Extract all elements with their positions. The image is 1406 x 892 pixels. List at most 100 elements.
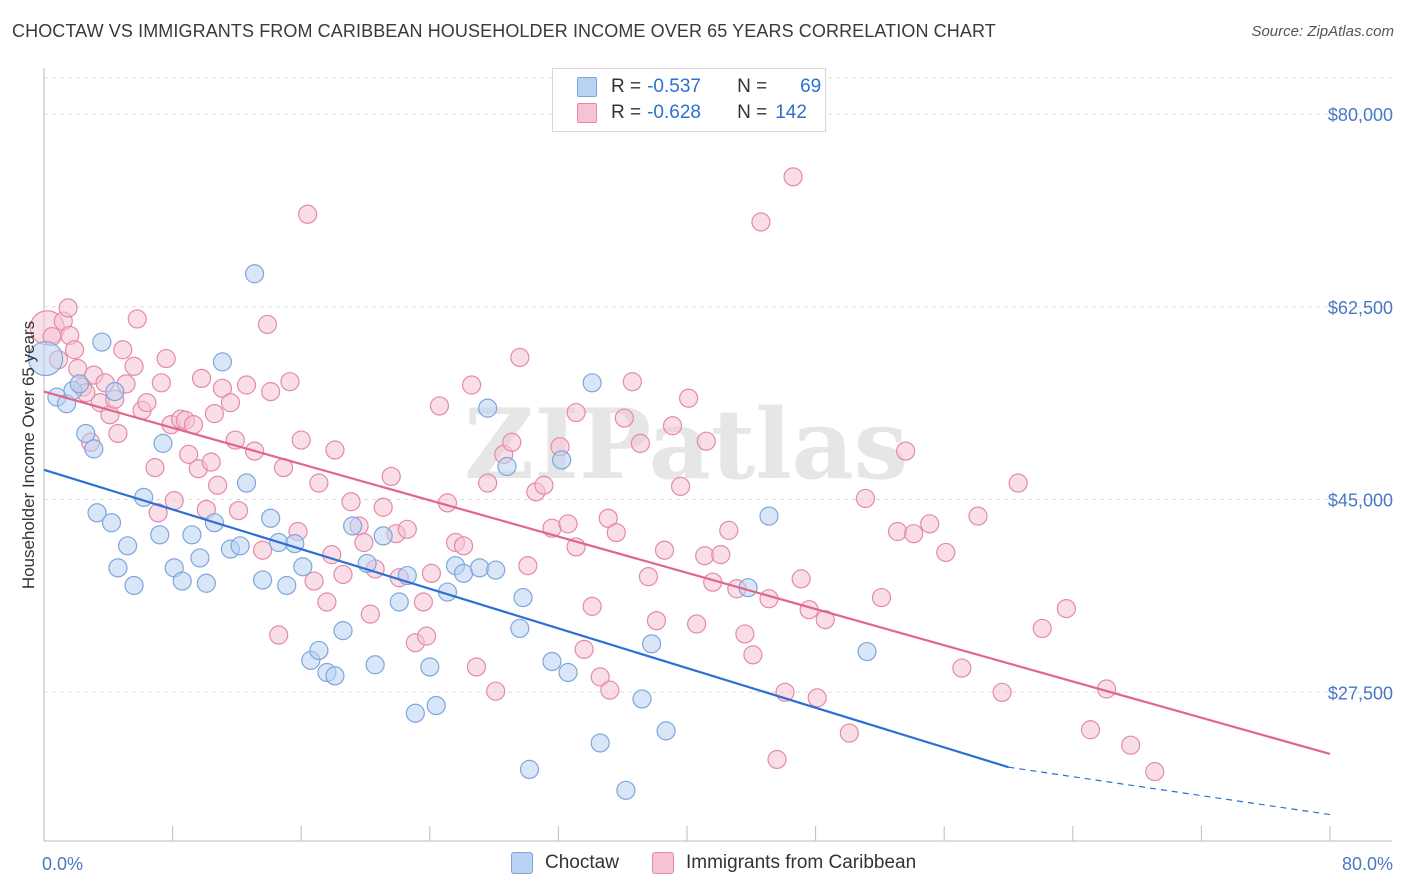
- caribbean-point: [478, 473, 498, 493]
- caribbean-point: [137, 393, 157, 413]
- caribbean-point: [598, 508, 618, 528]
- caribbean-point: [179, 444, 199, 464]
- caribbean-point: [566, 402, 586, 423]
- caribbean-point: [1145, 762, 1165, 782]
- legend-row-caribbean: R = -0.628 N = 142: [577, 101, 815, 125]
- choctaw-point: [510, 618, 530, 639]
- caribbean-point: [896, 441, 916, 461]
- caribbean-point: [638, 567, 659, 587]
- choctaw-point: [172, 571, 192, 591]
- series-legend: Choctaw Immigrants from Caribbean: [0, 852, 1406, 878]
- caribbean-point: [735, 624, 755, 644]
- caribbean-point: [291, 430, 311, 450]
- caribbean-point: [574, 639, 594, 659]
- caribbean-trend-line: [43, 390, 1331, 756]
- choctaw-point: [117, 536, 138, 556]
- caribbean-point: [687, 614, 707, 634]
- caribbean-point: [558, 514, 578, 534]
- choctaw-point: [244, 264, 265, 284]
- caribbean-point: [201, 452, 221, 472]
- caribbean-point: [261, 382, 281, 402]
- tick-labels: $27,500 $45,000 $62,500 $80,000 0.0% 80.0%: [42, 105, 1393, 874]
- caribbean-point: [534, 475, 554, 495]
- caribbean-point: [904, 524, 924, 544]
- x-tick-label: 80.0%: [1342, 854, 1393, 874]
- caribbean-point: [936, 542, 956, 563]
- choctaw-point: [76, 423, 96, 444]
- y-axis-label: Householder Income Over 65 years: [19, 321, 38, 589]
- choctaw-point: [343, 516, 363, 536]
- caribbean-point: [791, 569, 811, 589]
- n-value: 69: [800, 76, 822, 97]
- caribbean-point: [309, 473, 329, 493]
- legend-swatch-blue: [511, 852, 533, 874]
- caribbean-point: [1080, 720, 1101, 740]
- caribbean-point: [711, 545, 731, 565]
- choctaw-point: [101, 513, 122, 533]
- caribbean-point: [212, 378, 233, 398]
- caribbean-point: [397, 519, 417, 539]
- choctaw-point: [236, 473, 257, 493]
- choctaw-point: [470, 558, 490, 578]
- choctaw-trend-extension: [1008, 766, 1331, 816]
- choctaw-point: [405, 703, 425, 723]
- choctaw-point: [212, 352, 233, 372]
- choctaw-point: [478, 398, 498, 418]
- legend-swatch-blue: [577, 77, 597, 97]
- caribbean-point: [486, 681, 506, 701]
- caribbean-point: [354, 532, 374, 553]
- choctaw-point: [365, 655, 385, 675]
- caribbean-point: [341, 492, 361, 512]
- caribbean-point: [695, 546, 715, 566]
- choctaw-point: [253, 570, 273, 590]
- choctaw-point: [632, 689, 652, 709]
- choctaw-point: [134, 487, 154, 507]
- caribbean-point: [646, 611, 667, 631]
- caribbean-point: [381, 466, 401, 487]
- caribbean-point: [614, 408, 634, 428]
- caribbean-point: [228, 500, 249, 521]
- choctaw-point: [333, 621, 353, 641]
- r-label: R =: [611, 102, 642, 123]
- caribbean-point: [518, 556, 538, 576]
- legend-item-choctaw[interactable]: Choctaw: [511, 852, 619, 874]
- caribbean-point: [208, 475, 228, 495]
- caribbean-point: [253, 540, 273, 560]
- choctaw-point: [69, 374, 89, 394]
- legend-swatch-pink: [577, 103, 597, 123]
- caribbean-point: [839, 723, 859, 743]
- caribbean-point: [606, 522, 626, 543]
- choctaw-point: [153, 433, 173, 453]
- choctaw-point: [84, 439, 104, 459]
- caribbean-point: [510, 347, 530, 368]
- y-tick-label: $45,000: [1328, 491, 1393, 511]
- caribbean-point: [304, 571, 324, 591]
- choctaw-point: [389, 592, 409, 612]
- caribbean-point: [952, 658, 972, 678]
- caribbean-point: [325, 440, 345, 460]
- caribbean-point: [743, 645, 763, 665]
- choctaw-point: [558, 662, 578, 683]
- chart-title: CHOCTAW VS IMMIGRANTS FROM CARIBBEAN HOU…: [12, 21, 996, 41]
- caribbean-point: [1121, 735, 1141, 755]
- caribbean-point: [807, 688, 827, 708]
- stats-legend: R = -0.537 N = 69 R = -0.628 N = 142: [552, 68, 826, 132]
- choctaw-point: [552, 450, 572, 470]
- legend-item-caribbean[interactable]: Immigrants from Caribbean: [652, 852, 916, 874]
- n-label: N =: [737, 76, 768, 97]
- caribbean-point: [1056, 598, 1076, 619]
- legend-swatch-pink: [652, 852, 674, 874]
- choctaw-point: [150, 525, 170, 545]
- choctaw-point: [582, 373, 602, 393]
- legend-label: Choctaw: [545, 852, 619, 873]
- choctaw-point: [105, 382, 125, 402]
- choctaw-point: [590, 733, 610, 753]
- caribbean-point: [887, 521, 908, 542]
- caribbean-point: [191, 368, 212, 388]
- y-tick-label: $62,500: [1328, 298, 1393, 318]
- caribbean-point: [466, 657, 487, 677]
- caribbean-point: [429, 396, 450, 416]
- choctaw-point: [642, 634, 662, 654]
- caribbean-point: [630, 433, 650, 453]
- legend-row-choctaw: R = -0.537 N = 69: [577, 75, 821, 99]
